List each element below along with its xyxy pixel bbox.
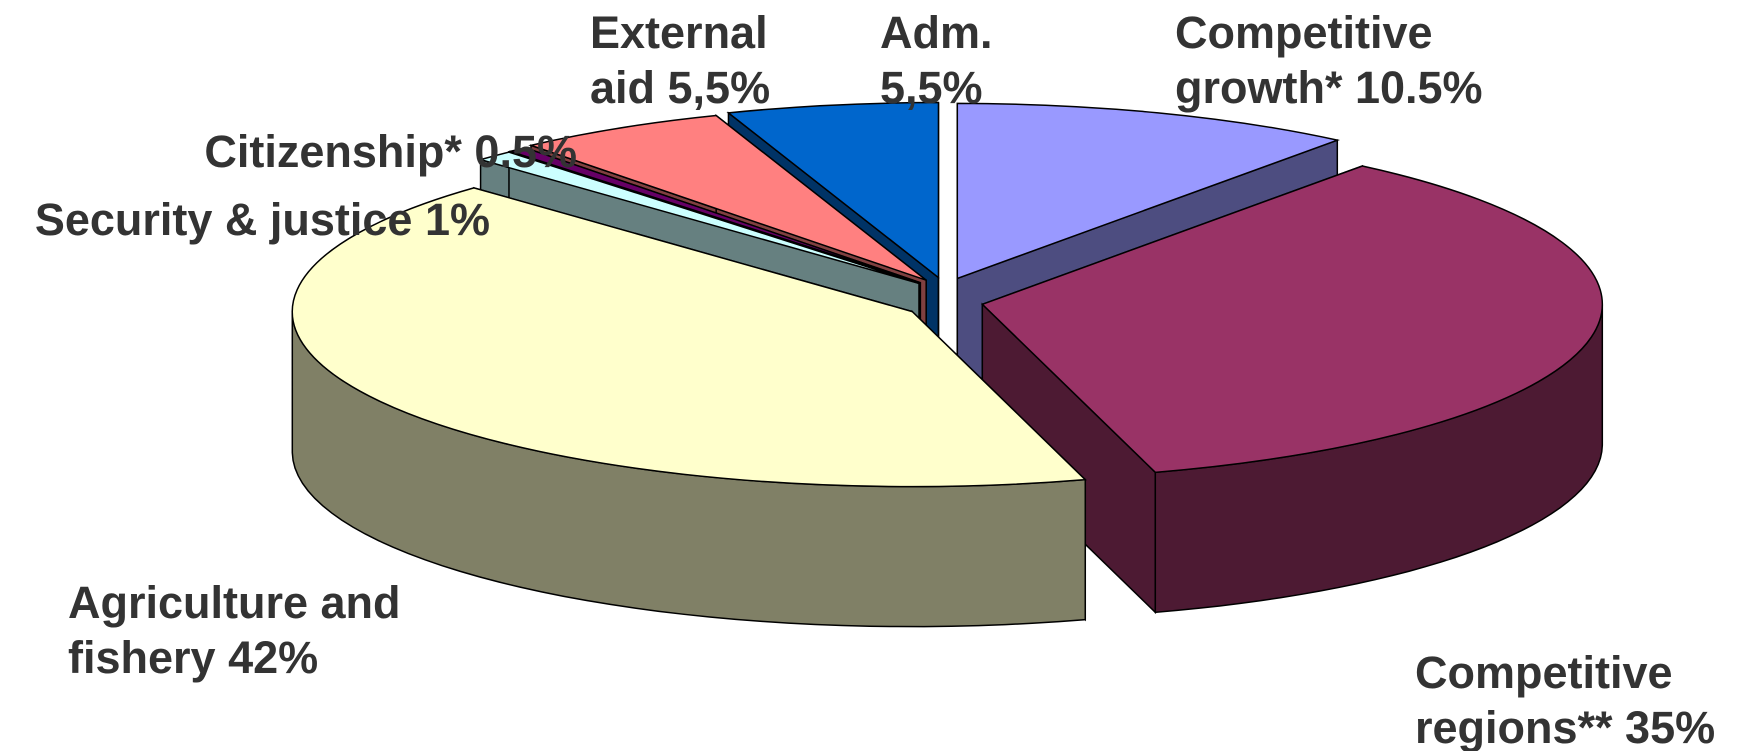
slice-competitive-regions: [980, 164, 1604, 615]
label-line: regions** 35%: [1415, 702, 1715, 751]
slice-top-external-aid: [528, 114, 927, 281]
label-line: growth* 10.5%: [1175, 62, 1483, 113]
slice-top-agriculture-and-fishery: [291, 187, 1087, 488]
slice-top-competitive-growth: [956, 102, 1340, 280]
label-competitive-regions: Competitive regions** 35%: [1415, 647, 1715, 751]
label-line: Competitive: [1415, 647, 1673, 698]
label-agriculture-and-fishery: Agriculture and fishery 42%: [68, 577, 401, 683]
slice-top-competitive-regions: [980, 165, 1604, 474]
label-line: Security & justice 1%: [35, 194, 490, 245]
slice-top-security-justice: [477, 151, 920, 285]
slice-top-citizenship: [507, 147, 921, 284]
label-line: aid 5,5%: [590, 62, 770, 113]
label-line: Adm.: [880, 7, 993, 58]
label-security-justice: Security & justice 1%: [35, 194, 490, 245]
pie-slices: [291, 101, 1604, 628]
label-external-aid: External aid 5,5%: [590, 7, 770, 113]
label-adm: Adm. 5,5%: [880, 7, 993, 113]
label-line: Citizenship* 0.5%: [204, 126, 577, 177]
slice-agriculture-and-fishery: [291, 186, 1087, 628]
label-line: Agriculture and: [68, 577, 401, 628]
label-line: fishery 42%: [68, 632, 318, 683]
pie-labels: Competitive growth* 10.5%Competitive regio…: [35, 7, 1715, 751]
label-competitive-growth: Competitive growth* 10.5%: [1175, 7, 1483, 113]
label-line: 5,5%: [880, 62, 983, 113]
label-line: Competitive: [1175, 7, 1433, 58]
label-citizenship: Citizenship* 0.5%: [204, 126, 577, 177]
label-line: External: [590, 7, 768, 58]
slice-top-adm: [726, 101, 940, 280]
